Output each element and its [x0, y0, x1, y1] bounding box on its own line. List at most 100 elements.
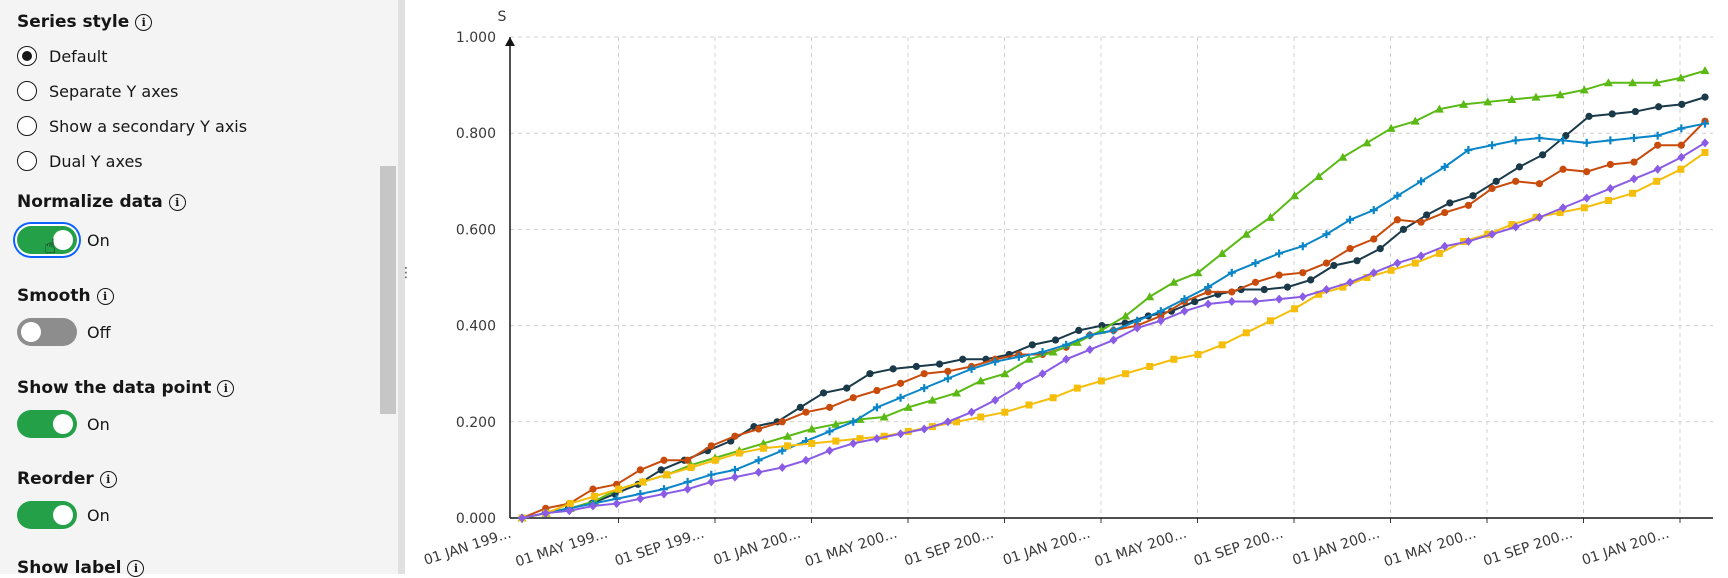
toggle-knob [21, 322, 41, 342]
data-point [1585, 112, 1593, 120]
info-icon[interactable]: i [217, 380, 235, 397]
data-point [1677, 141, 1685, 149]
data-point [636, 494, 645, 504]
data-point [730, 465, 739, 474]
sidebar-scrollbar-thumb[interactable] [380, 166, 396, 414]
x-tick-label: 01 JAN 200... [1290, 526, 1381, 569]
data-point [1677, 152, 1686, 162]
data-point [849, 438, 858, 448]
data-point [843, 384, 851, 392]
data-point [1194, 350, 1202, 358]
radio-button[interactable] [17, 116, 37, 136]
data-point [1511, 222, 1520, 232]
data-point [953, 418, 961, 426]
y-tick-label: 0.800 [456, 126, 496, 142]
series-5 [518, 138, 1709, 523]
series-line [521, 69, 1706, 519]
data-point [920, 384, 929, 393]
series-style-title: Series style [17, 12, 130, 32]
smooth-toggle[interactable] [17, 318, 77, 346]
data-point [1492, 177, 1500, 185]
show-points-toggle[interactable] [17, 410, 77, 438]
info-icon[interactable]: i [96, 288, 114, 305]
data-point [1411, 259, 1419, 267]
data-point [1339, 283, 1347, 291]
data-point [1464, 146, 1473, 155]
data-point [1653, 131, 1662, 140]
data-point [1109, 335, 1118, 345]
data-point [1346, 245, 1354, 253]
data-point [825, 446, 834, 456]
radio-button[interactable] [17, 81, 37, 101]
data-point [1353, 257, 1361, 265]
data-point [903, 402, 913, 411]
normalize-toggle-row: On [17, 225, 110, 255]
data-point [1109, 326, 1118, 335]
data-point [896, 393, 905, 402]
radio-dual-y-axes[interactable]: Dual Y axes [17, 148, 143, 174]
data-point [1314, 171, 1324, 180]
data-point [1275, 294, 1284, 304]
info-icon[interactable]: i [135, 14, 153, 31]
data-point [1630, 158, 1638, 166]
data-point [1539, 151, 1547, 159]
toggle-knob [53, 505, 73, 525]
data-point [1531, 92, 1541, 101]
radio-secondary-y-axis[interactable]: Show a secondary Y axis [17, 113, 247, 139]
data-point [1559, 203, 1568, 213]
data-point [1251, 259, 1260, 268]
info-icon[interactable]: i [99, 471, 117, 488]
radio-button[interactable] [17, 151, 37, 171]
data-point [1535, 180, 1543, 188]
data-point [1370, 235, 1378, 243]
radio-button[interactable] [17, 46, 37, 66]
data-point [967, 407, 976, 417]
radio-default[interactable]: Default [17, 43, 107, 69]
radio-separate-y-axes[interactable]: Separate Y axes [17, 78, 178, 104]
data-point [1346, 215, 1355, 224]
normalize-title: Normalize data [17, 192, 163, 212]
data-point [819, 389, 828, 397]
data-point [959, 355, 967, 363]
toggle-state-label: On [87, 414, 110, 434]
data-point [1434, 104, 1444, 113]
y-axis-ticks: 0.000 0.200 0.400 0.600 0.800 1.000 [456, 30, 496, 527]
info-icon[interactable]: i [168, 194, 186, 211]
y-tick-label: 0.600 [456, 222, 496, 238]
reorder-toggle[interactable] [17, 501, 77, 529]
data-point [1227, 297, 1236, 307]
normalize-heading: Normalize data i [17, 192, 186, 212]
data-point [1191, 297, 1199, 306]
data-point [1369, 206, 1378, 215]
data-point [1121, 311, 1131, 320]
data-point [1628, 78, 1638, 87]
data-point [1290, 191, 1300, 200]
data-point [943, 374, 952, 383]
data-point [991, 357, 1000, 366]
info-icon[interactable]: i [127, 560, 145, 577]
data-point [1251, 278, 1260, 286]
data-point [920, 424, 929, 434]
radio-label: Dual Y axes [49, 151, 143, 171]
data-point [1204, 283, 1213, 292]
series-1 [518, 117, 1709, 522]
panel-resize-divider[interactable] [398, 0, 405, 574]
data-point [1291, 305, 1299, 313]
x-axis-ticks: 01 JAN 199... 01 MAY 199... 01 SEP 199... 0… [422, 526, 1671, 571]
radio-label: Separate Y axes [49, 81, 179, 101]
data-point [1315, 290, 1323, 298]
chart-series [517, 66, 1710, 523]
data-point [1512, 177, 1520, 185]
data-point [1655, 103, 1663, 111]
normalize-toggle[interactable] [17, 226, 77, 254]
toggle-state-label: On [87, 230, 110, 250]
data-point [1204, 288, 1212, 296]
data-point [927, 395, 937, 404]
data-point [825, 427, 834, 436]
y-tick-label: 1.000 [456, 30, 496, 46]
data-point [1204, 299, 1213, 309]
data-point [1363, 274, 1371, 281]
data-point [872, 403, 881, 412]
data-point [1097, 377, 1105, 385]
radio-selected-dot [22, 51, 32, 61]
